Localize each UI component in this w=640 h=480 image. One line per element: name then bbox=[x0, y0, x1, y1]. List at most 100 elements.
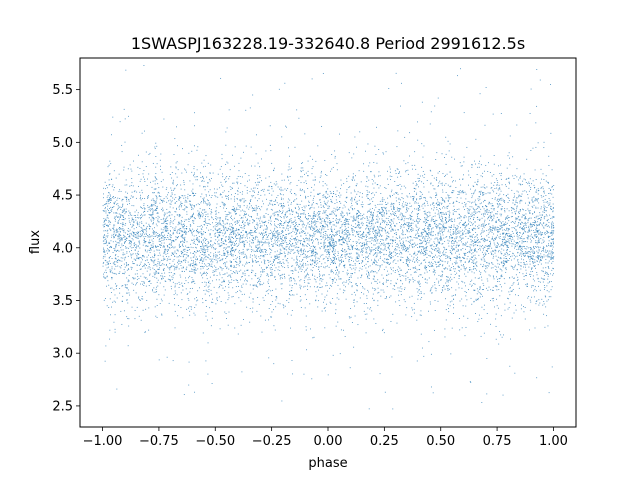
data-point bbox=[388, 233, 390, 235]
data-point bbox=[241, 286, 243, 288]
data-point bbox=[109, 199, 111, 201]
data-point bbox=[340, 221, 342, 223]
data-point bbox=[152, 211, 154, 213]
data-point bbox=[424, 253, 426, 255]
data-point bbox=[507, 202, 509, 203]
data-point bbox=[309, 263, 311, 265]
data-point bbox=[298, 246, 300, 248]
data-point bbox=[484, 240, 486, 242]
data-point bbox=[233, 249, 235, 251]
data-point bbox=[229, 175, 231, 177]
data-point bbox=[479, 196, 481, 198]
data-point bbox=[421, 143, 423, 145]
data-point bbox=[273, 170, 274, 172]
data-point bbox=[261, 261, 263, 263]
data-point bbox=[504, 208, 506, 210]
data-point bbox=[361, 250, 363, 252]
data-point bbox=[167, 192, 169, 194]
data-point bbox=[432, 216, 434, 218]
data-point bbox=[210, 229, 212, 231]
data-point bbox=[488, 210, 490, 212]
data-point bbox=[372, 293, 374, 295]
data-point bbox=[464, 244, 465, 246]
data-point bbox=[277, 219, 279, 221]
data-point bbox=[430, 247, 432, 249]
data-point bbox=[385, 239, 387, 241]
data-point bbox=[218, 217, 220, 219]
data-point bbox=[361, 274, 363, 276]
data-point bbox=[385, 208, 386, 210]
data-point bbox=[499, 233, 501, 235]
data-point bbox=[258, 280, 260, 282]
data-point bbox=[508, 220, 510, 222]
data-point bbox=[115, 283, 117, 285]
data-point bbox=[519, 219, 521, 221]
data-point bbox=[254, 207, 256, 209]
data-point bbox=[390, 196, 391, 198]
data-point bbox=[259, 220, 261, 222]
data-point bbox=[289, 218, 291, 220]
data-point bbox=[511, 240, 512, 242]
data-point bbox=[227, 214, 229, 216]
data-point bbox=[438, 242, 440, 244]
data-point bbox=[470, 236, 472, 238]
data-point bbox=[131, 225, 133, 227]
data-point bbox=[307, 222, 309, 224]
data-point bbox=[279, 303, 281, 305]
data-point bbox=[443, 225, 445, 227]
data-point bbox=[135, 253, 137, 255]
data-point bbox=[453, 241, 455, 243]
data-point bbox=[338, 195, 340, 196]
data-point bbox=[507, 252, 508, 254]
data-point bbox=[193, 256, 195, 258]
data-point bbox=[121, 243, 123, 245]
data-point bbox=[176, 207, 177, 209]
data-point bbox=[254, 274, 256, 276]
data-point bbox=[188, 270, 190, 272]
data-point bbox=[263, 262, 265, 264]
data-point bbox=[519, 200, 521, 202]
data-point bbox=[355, 294, 356, 296]
data-point bbox=[145, 308, 147, 310]
data-point bbox=[436, 202, 437, 204]
data-point bbox=[439, 180, 441, 182]
data-point bbox=[220, 77, 222, 79]
data-point bbox=[350, 276, 352, 278]
data-point bbox=[230, 189, 232, 190]
data-point bbox=[337, 269, 338, 271]
data-point bbox=[464, 191, 466, 193]
data-point bbox=[213, 218, 215, 220]
data-point bbox=[201, 257, 203, 259]
data-point bbox=[226, 198, 228, 200]
data-point bbox=[464, 221, 466, 223]
data-point bbox=[227, 227, 229, 229]
data-point bbox=[551, 224, 553, 226]
data-point bbox=[389, 243, 391, 245]
data-point bbox=[290, 181, 292, 183]
data-point bbox=[328, 242, 330, 243]
data-point bbox=[300, 243, 301, 245]
data-point bbox=[223, 253, 225, 255]
data-point bbox=[363, 265, 365, 267]
data-point bbox=[553, 273, 554, 275]
data-point bbox=[229, 274, 231, 276]
data-point bbox=[506, 244, 507, 246]
data-point bbox=[286, 246, 288, 248]
data-point bbox=[441, 216, 443, 218]
data-point bbox=[201, 262, 203, 264]
data-point bbox=[430, 170, 432, 172]
data-point bbox=[478, 249, 479, 251]
data-point bbox=[223, 179, 225, 181]
data-point bbox=[461, 191, 463, 193]
data-point bbox=[419, 286, 421, 287]
data-point bbox=[315, 266, 317, 267]
data-point bbox=[366, 273, 367, 275]
data-point bbox=[349, 279, 350, 281]
data-point bbox=[121, 219, 123, 220]
data-point bbox=[248, 179, 250, 181]
data-point bbox=[219, 218, 221, 220]
data-point bbox=[532, 271, 534, 273]
data-point bbox=[282, 230, 284, 232]
data-point bbox=[199, 214, 201, 216]
data-point bbox=[412, 168, 413, 170]
